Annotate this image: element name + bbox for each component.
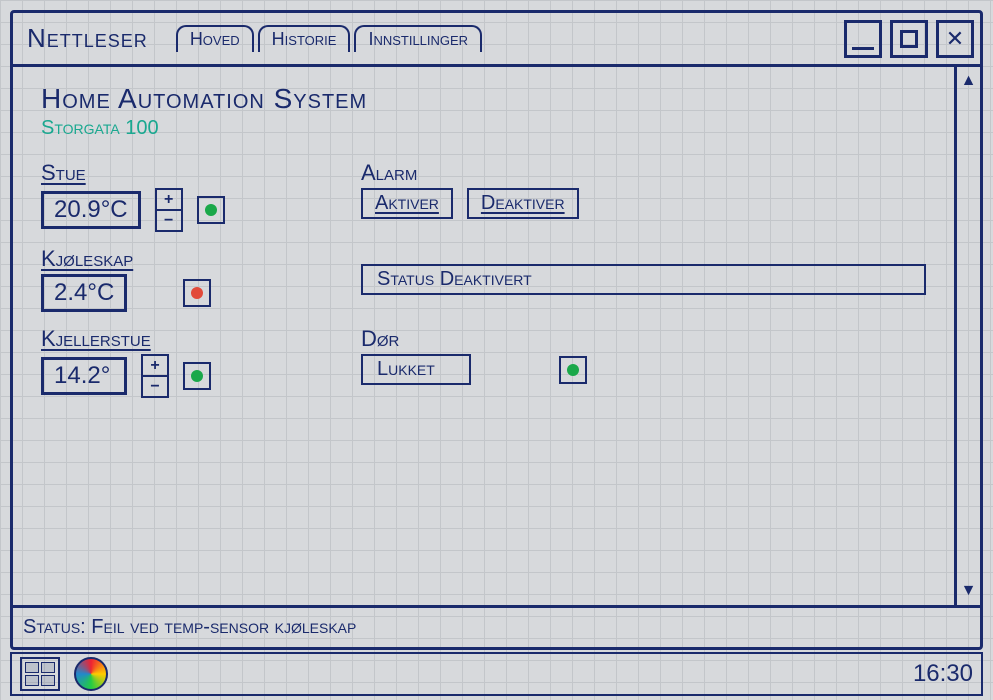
led-dot-icon <box>191 287 203 299</box>
tab-strip: Hoved Historie Innstillinger <box>176 25 482 52</box>
app-title: Nettleser <box>19 23 156 54</box>
tab-innstillinger[interactable]: Innstillinger <box>354 25 482 52</box>
sensor-kjellerstue-led <box>183 362 211 390</box>
door-led <box>559 356 587 384</box>
taskbar-clock: 16:30 <box>913 660 973 688</box>
sensor-stue: Stue 20.9°C + − <box>41 160 331 232</box>
stue-step-down[interactable]: − <box>157 211 181 230</box>
status-bar: Status: Feil ved temp-sensor kjøleskap <box>13 605 980 647</box>
door-label: Dør <box>361 326 926 352</box>
titlebar: Nettleser Hoved Historie Innstillinger ✕ <box>13 13 980 67</box>
minimize-button[interactable] <box>844 20 882 58</box>
sensor-kjoleskap-led <box>183 279 211 307</box>
taskbar: 16:30 <box>10 652 983 696</box>
alarm-status-box: Status Deaktivert <box>361 264 926 295</box>
sensor-kjellerstue-label: Kjellerstue <box>41 326 331 352</box>
alarm-activate-button[interactable]: Aktiver <box>361 188 453 219</box>
page-title: Home Automation System <box>41 83 926 115</box>
sensor-stue-value: 20.9°C <box>41 191 141 229</box>
sensor-kjoleskap-value: 2.4°C <box>41 274 127 312</box>
alarm-panel: Alarm Aktiver Deaktiver <box>361 160 926 232</box>
sensor-kjellerstue-value: 14.2° <box>41 357 127 395</box>
alarm-status: Status Deaktivert <box>361 264 926 295</box>
led-dot-icon <box>191 370 203 382</box>
alarm-label: Alarm <box>361 160 926 186</box>
maximize-button[interactable] <box>890 20 928 58</box>
window-controls: ✕ <box>844 20 974 58</box>
led-dot-icon <box>205 204 217 216</box>
status-message: Feil ved temp-sensor kjøleskap <box>91 616 356 639</box>
sensor-stue-led <box>197 196 225 224</box>
stue-step-up[interactable]: + <box>157 190 181 211</box>
scroll-down-icon[interactable]: ▼ <box>959 581 979 601</box>
close-button[interactable]: ✕ <box>936 20 974 58</box>
sensor-stue-label: Stue <box>41 160 331 186</box>
kjellerstue-step-down[interactable]: − <box>143 377 167 396</box>
browser-window: Nettleser Hoved Historie Innstillinger ✕… <box>10 10 983 650</box>
sensor-stue-stepper: + − <box>155 188 183 232</box>
led-dot-icon <box>567 364 579 376</box>
sensor-kjellerstue: Kjellerstue 14.2° + − <box>41 326 331 398</box>
door-state-box: Lukket <box>361 354 471 385</box>
start-button[interactable] <box>20 657 60 691</box>
status-prefix: Status: <box>23 616 86 639</box>
door-panel: Dør Lukket <box>361 326 926 398</box>
vertical-scrollbar[interactable]: ▲ ▼ <box>954 67 980 605</box>
sensor-kjoleskap-label: Kjøleskap <box>41 246 331 272</box>
page-subtitle: Storgata 100 <box>41 117 926 140</box>
page-content: Home Automation System Storgata 100 Stue… <box>13 67 954 605</box>
kjellerstue-step-up[interactable]: + <box>143 356 167 377</box>
tab-historie[interactable]: Historie <box>258 25 351 52</box>
alarm-deactivate-button[interactable]: Deaktiver <box>467 188 579 219</box>
scroll-up-icon[interactable]: ▲ <box>959 71 979 91</box>
sensor-kjoleskap: Kjøleskap 2.4°C <box>41 246 331 312</box>
tab-hoved[interactable]: Hoved <box>176 25 254 52</box>
sensor-kjellerstue-stepper: + − <box>141 354 169 398</box>
browser-app-icon[interactable] <box>74 657 108 691</box>
